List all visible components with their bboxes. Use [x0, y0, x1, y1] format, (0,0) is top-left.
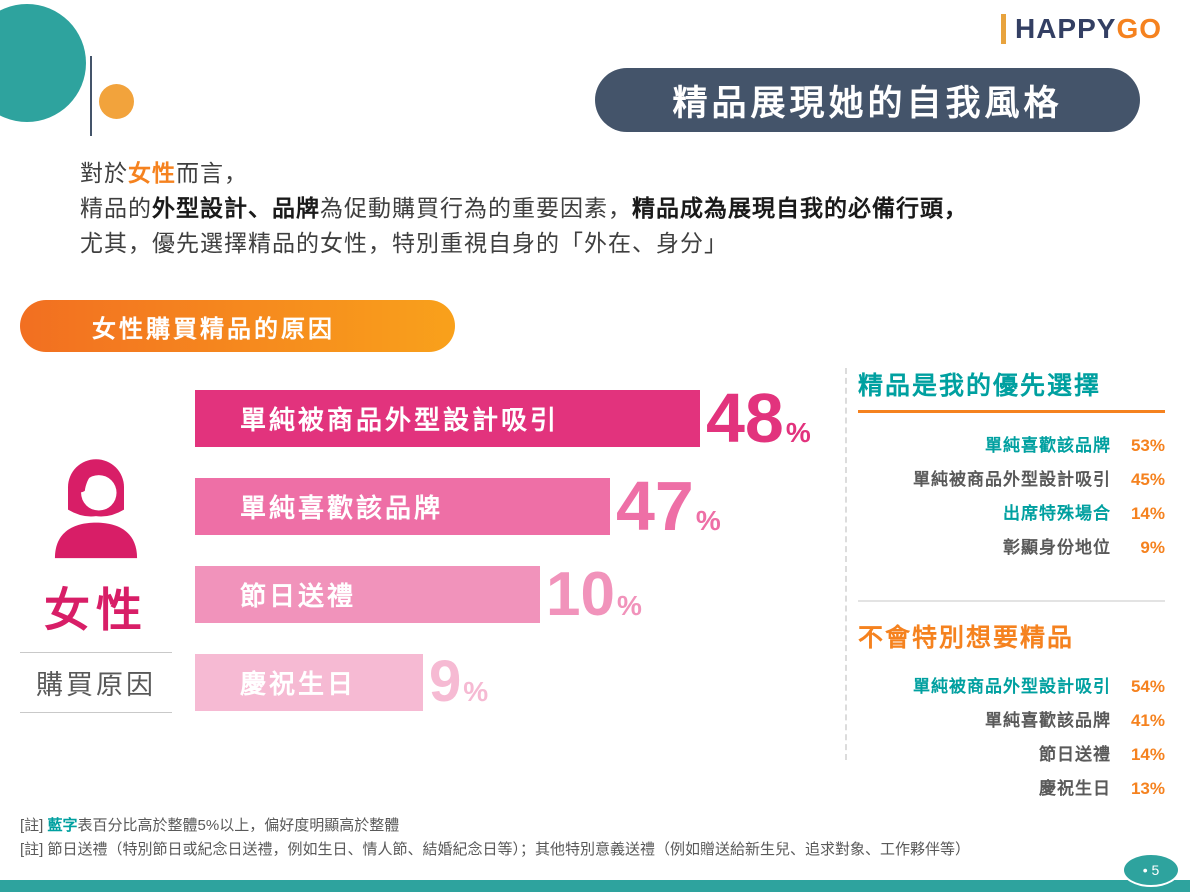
bar-label: 節日送禮: [240, 581, 357, 611]
note-prefix: [註]: [20, 817, 48, 834]
note-blue-text: 藍字: [47, 817, 78, 834]
intro-text: 對於: [80, 160, 128, 186]
priority-items: 單純喜歡該品牌 53% 單純被商品外型設計吸引 45% 出席特殊場合 14% 彰…: [858, 431, 1165, 558]
bar: 單純被商品外型設計吸引: [195, 390, 700, 447]
bar-value-number: 47: [616, 467, 694, 545]
no-preference-item-label: 慶祝生日: [1039, 779, 1111, 798]
bar-row-brand-liking: 單純喜歡該品牌 47%: [195, 467, 721, 545]
percent-sign: %: [616, 589, 642, 621]
group-subtitle-label: 購買原因: [20, 652, 172, 713]
no-preference-item-label: 節日送禮: [1039, 745, 1111, 764]
no-preference-item-label: 單純被商品外型設計吸引: [913, 677, 1111, 696]
priority-item: 出席特殊場合 14%: [858, 499, 1165, 524]
intro-text: 為促動購買行為的重要因素，: [320, 195, 632, 221]
intro-text: 而言，: [176, 160, 248, 186]
no-preference-item: 單純被商品外型設計吸引 54%: [858, 672, 1165, 697]
bar-label: 慶祝生日: [240, 669, 357, 699]
page-number-badge: • 5: [1122, 853, 1180, 887]
bar-row-birthday: 慶祝生日 9%: [195, 649, 489, 715]
priority-item: 彰顯身份地位 9%: [858, 533, 1165, 558]
logo-go: GO: [1116, 13, 1162, 44]
section-title: 女性購買精品的原因: [92, 315, 335, 343]
intro-line-1: 對於女性而言，: [80, 156, 1160, 191]
panel-title-no-preference: 不會特別想要精品: [858, 624, 1075, 652]
bar-row-holiday-gift: 節日送禮 10%: [195, 559, 642, 629]
navy-line-decoration: [90, 56, 92, 136]
priority-item: 單純被商品外型設計吸引 45%: [858, 465, 1165, 490]
teal-circle-decoration: [0, 4, 86, 122]
no-preference-item-value: 54%: [1130, 677, 1165, 696]
priority-item-label: 單純喜歡該品牌: [985, 436, 1111, 455]
footnotes: [註] 藍字表百分比高於整體5%以上，偏好度明顯高於整體 [註] 節日送禮（特別…: [20, 814, 970, 862]
group-name-label: 女性: [44, 584, 148, 636]
priority-item: 單純喜歡該品牌 53%: [858, 431, 1165, 456]
intro-text: 精品的: [80, 195, 152, 221]
intro-line-2: 精品的外型設計、品牌為促動購買行為的重要因素，精品成為展現自我的必備行頭，: [80, 191, 1160, 226]
panel-divider: [858, 600, 1165, 602]
intro-line-3: 尤其，優先選擇精品的女性，特別重視自身的「外在、身分」: [80, 226, 1160, 261]
note-text: 表百分比高於整體5%以上，偏好度明顯高於整體: [77, 817, 400, 834]
female-icon: [54, 459, 138, 559]
section-title-pill: 女性購買精品的原因: [20, 300, 455, 352]
priority-item-value: 9%: [1140, 538, 1165, 557]
bar-row-design-attraction: 單純被商品外型設計吸引 48%: [195, 379, 811, 457]
logo-text: HAPPYGO: [1015, 15, 1162, 43]
footnote-1: [註] 藍字表百分比高於整體5%以上，偏好度明顯高於整體: [20, 814, 970, 838]
bar-value: 48%: [706, 379, 811, 457]
priority-item-label: 出席特殊場合: [1003, 504, 1111, 523]
no-preference-item-value: 13%: [1130, 779, 1165, 798]
bar-value: 9%: [429, 649, 489, 715]
intro-text: 尤其，優先選擇精品的女性，特別重視自身的「外在、身分」: [80, 230, 728, 256]
bottom-teal-bar: [0, 880, 1190, 892]
bar-value-number: 48: [706, 379, 784, 457]
footnote-2: [註] 節日送禮（特別節日或紀念日送禮，例如生日、情人節、結婚紀念日等）；其他特…: [20, 838, 970, 862]
bar-value-number: 9: [429, 649, 462, 715]
bar: 慶祝生日: [195, 654, 423, 711]
right-panel: 精品是我的優先選擇 單純喜歡該品牌 53% 單純被商品外型設計吸引 45% 出席…: [858, 366, 1165, 799]
vertical-separator: [845, 368, 847, 760]
bar-value: 47%: [616, 467, 721, 545]
no-preference-items: 單純被商品外型設計吸引 54% 單純喜歡該品牌 41% 節日送禮 14% 慶祝生…: [858, 672, 1165, 799]
panel-title-priority: 精品是我的優先選擇: [858, 366, 1165, 413]
intro-bold-design-brand: 外型設計、品牌: [152, 195, 320, 221]
slide-title: 精品展現她的自我風格: [672, 83, 1063, 123]
no-preference-item: 單純喜歡該品牌 41%: [858, 706, 1165, 731]
bar-value-number: 10: [546, 559, 615, 629]
bar: 節日送禮: [195, 566, 540, 623]
intro-bold-self-expression: 精品成為展現自我的必備行頭，: [632, 195, 968, 221]
happygo-logo: HAPPYGO: [1000, 14, 1162, 44]
slide-title-banner: 精品展現她的自我風格: [595, 68, 1140, 132]
no-preference-item-value: 41%: [1130, 711, 1165, 730]
no-preference-item: 節日送禮 14%: [858, 740, 1165, 765]
orange-dot-decoration: [99, 84, 134, 119]
percent-sign: %: [463, 676, 489, 708]
no-preference-item-value: 14%: [1130, 745, 1165, 764]
intro-paragraph: 對於女性而言， 精品的外型設計、品牌為促動購買行為的重要因素，精品成為展現自我的…: [80, 156, 1160, 261]
priority-item-label: 彰顯身份地位: [1003, 538, 1111, 557]
no-preference-item: 慶祝生日 13%: [858, 774, 1165, 799]
intro-highlight-female: 女性: [128, 160, 176, 186]
percent-sign: %: [785, 417, 811, 448]
page-number: • 5: [1142, 862, 1160, 878]
bar-label: 單純被商品外型設計吸引: [240, 405, 560, 435]
priority-item-label: 單純被商品外型設計吸引: [913, 470, 1111, 489]
bar-label: 單純喜歡該品牌: [240, 493, 444, 523]
percent-sign: %: [695, 505, 721, 536]
female-group: 女性 購買原因: [20, 448, 172, 713]
logo-happy: HAPPY: [1014, 13, 1117, 44]
priority-item-value: 45%: [1130, 470, 1165, 489]
priority-item-value: 14%: [1130, 504, 1165, 523]
priority-item-value: 53%: [1130, 436, 1165, 455]
bar: 單純喜歡該品牌: [195, 478, 610, 535]
logo-bar-icon: [1000, 14, 1006, 44]
bar-value: 10%: [546, 559, 642, 629]
note-text: [註] 節日送禮（特別節日或紀念日送禮，例如生日、情人節、結婚紀念日等）；其他特…: [20, 841, 971, 858]
no-preference-item-label: 單純喜歡該品牌: [985, 711, 1111, 730]
